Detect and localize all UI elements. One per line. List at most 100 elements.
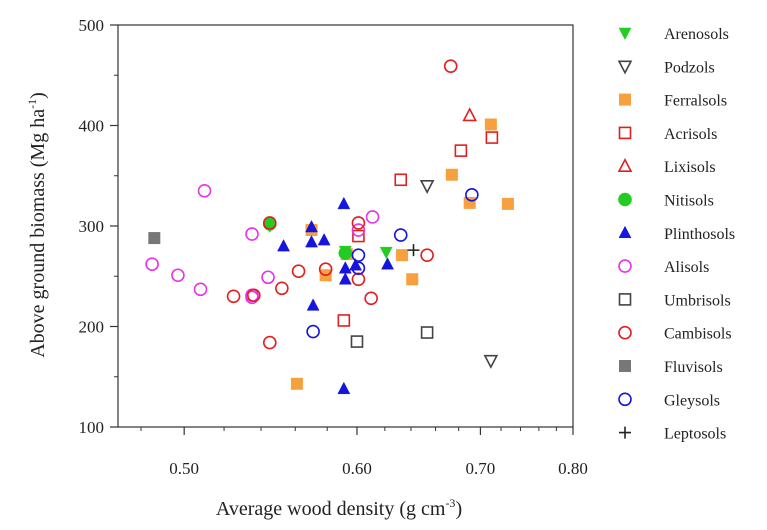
point-plinthosols	[337, 196, 351, 210]
legend-marker-plinthosols	[618, 225, 632, 239]
x-tick-label: 0.50	[169, 459, 199, 478]
point-cambisols	[318, 262, 333, 277]
point-gleysols	[351, 248, 366, 262]
y-tick-label: 100	[79, 418, 105, 437]
point-alisols	[245, 227, 259, 241]
axis-ticks: 0.50 0.60 0.70 0.80 100 200 300 400 500	[79, 16, 588, 478]
plot-area	[117, 24, 574, 428]
legend-marker-acrisols	[618, 126, 632, 140]
legend-label-nitisols: Nitisols	[664, 193, 714, 210]
point-fluvisols	[148, 232, 161, 245]
legend-marker-fluvisols	[619, 360, 631, 372]
point-alisols	[171, 268, 185, 283]
point-cambisols	[262, 216, 277, 230]
point-alisols	[245, 290, 259, 305]
point-ferralsols	[463, 196, 476, 209]
point-cambisols	[226, 289, 241, 304]
legend-marker-umbrisols	[618, 293, 632, 306]
point-alisols	[365, 210, 380, 224]
x-tick-label: 0.80	[558, 459, 588, 478]
point-cambisols	[420, 248, 434, 262]
point-gleysols	[393, 228, 408, 242]
point-plinthosols	[338, 261, 352, 274]
point-arenosols	[379, 246, 393, 260]
data-points	[145, 59, 514, 395]
y-tick-label: 200	[79, 318, 105, 337]
legend-label-umbrisols: Umbrisols	[664, 292, 731, 309]
point-leptosols	[407, 244, 420, 257]
legend-label-podzols: Podzols	[664, 59, 715, 76]
legend-label-arenosols: Arenosols	[664, 26, 729, 43]
point-cambisols	[291, 264, 306, 279]
legend-label-alisols: Alisols	[664, 259, 709, 276]
point-ferralsols	[501, 197, 514, 210]
point-lixisols	[462, 107, 478, 122]
legend-label-plinthosols: Plinthosols	[664, 226, 735, 243]
point-plinthosols	[305, 235, 318, 248]
y-axis-title: Above ground biomass (Mg ha-1)	[25, 92, 49, 358]
point-alisols	[193, 282, 208, 297]
point-ferralsols	[445, 168, 458, 181]
point-plinthosols	[337, 381, 351, 395]
point-plinthosols	[305, 219, 318, 233]
point-gleysols	[351, 261, 366, 276]
legend-marker-arenosols	[618, 27, 632, 41]
legend-label-ferralsols: Ferralsols	[664, 93, 727, 110]
point-umbrisols	[420, 326, 434, 339]
y-tick-label: 400	[79, 117, 105, 136]
point-plinthosols	[317, 233, 331, 246]
point-alisols	[261, 270, 275, 285]
point-cambisols	[364, 291, 378, 306]
point-ferralsols	[484, 118, 497, 131]
point-gleysols	[306, 324, 320, 339]
point-alisols	[351, 223, 366, 237]
y-tick-label: 500	[79, 16, 105, 35]
point-ferralsols	[396, 249, 409, 262]
y-tick-label: 300	[79, 217, 105, 236]
point-plinthosols	[381, 257, 394, 270]
point-acrisols	[394, 173, 408, 187]
point-cambisols	[351, 216, 366, 230]
legend-label-acrisols: Acrisols	[664, 126, 717, 143]
point-nitisols	[338, 246, 353, 260]
legend-label-fluvisols: Fluvisols	[664, 359, 723, 376]
x-tick-label: 0.60	[342, 459, 372, 478]
point-acrisols	[337, 314, 351, 327]
legend-marker-leptosols	[619, 426, 631, 439]
point-ferralsols	[406, 273, 419, 286]
legend-marker-podzols	[617, 60, 633, 75]
legend-label-leptosols: Leptosols	[664, 426, 726, 443]
point-cambisols	[443, 59, 458, 74]
point-plinthosols	[338, 272, 352, 285]
legend-marker-gleysols	[618, 392, 632, 407]
legend-marker-ferralsols	[619, 93, 631, 106]
legend-label-cambisols: Cambisols	[664, 326, 732, 343]
point-gleysols	[465, 188, 479, 202]
point-alisols	[145, 257, 159, 271]
legend-label-lixisols: Lixisols	[664, 159, 716, 176]
point-cambisols	[247, 288, 261, 303]
point-cambisols	[275, 281, 289, 296]
x-tick-label: 0.70	[466, 459, 496, 478]
point-alisols	[197, 184, 212, 198]
legend-label-gleysols: Gleysols	[664, 392, 720, 409]
legend-marker-nitisols	[618, 192, 632, 207]
point-podzols	[419, 180, 435, 195]
legend-marker-cambisols	[618, 325, 632, 340]
point-acrisols	[485, 131, 499, 144]
point-acrisols	[454, 144, 468, 157]
point-umbrisols	[350, 335, 364, 348]
point-plinthosols	[277, 239, 290, 252]
x-axis-title: Average wood density (g cm-3)	[216, 496, 462, 520]
point-cambisols	[262, 335, 277, 350]
point-ferralsols	[290, 377, 303, 390]
point-acrisols	[352, 229, 365, 243]
legend: Arenosols Podzols Ferralsols Acrisols Lixiso…	[617, 26, 735, 443]
legend-marker-lixisols	[617, 157, 633, 172]
point-podzols	[483, 354, 499, 369]
point-plinthosols	[306, 298, 320, 311]
legend-marker-alisols	[618, 259, 632, 273]
plot-frame	[117, 24, 574, 428]
point-cambisols	[351, 272, 366, 287]
